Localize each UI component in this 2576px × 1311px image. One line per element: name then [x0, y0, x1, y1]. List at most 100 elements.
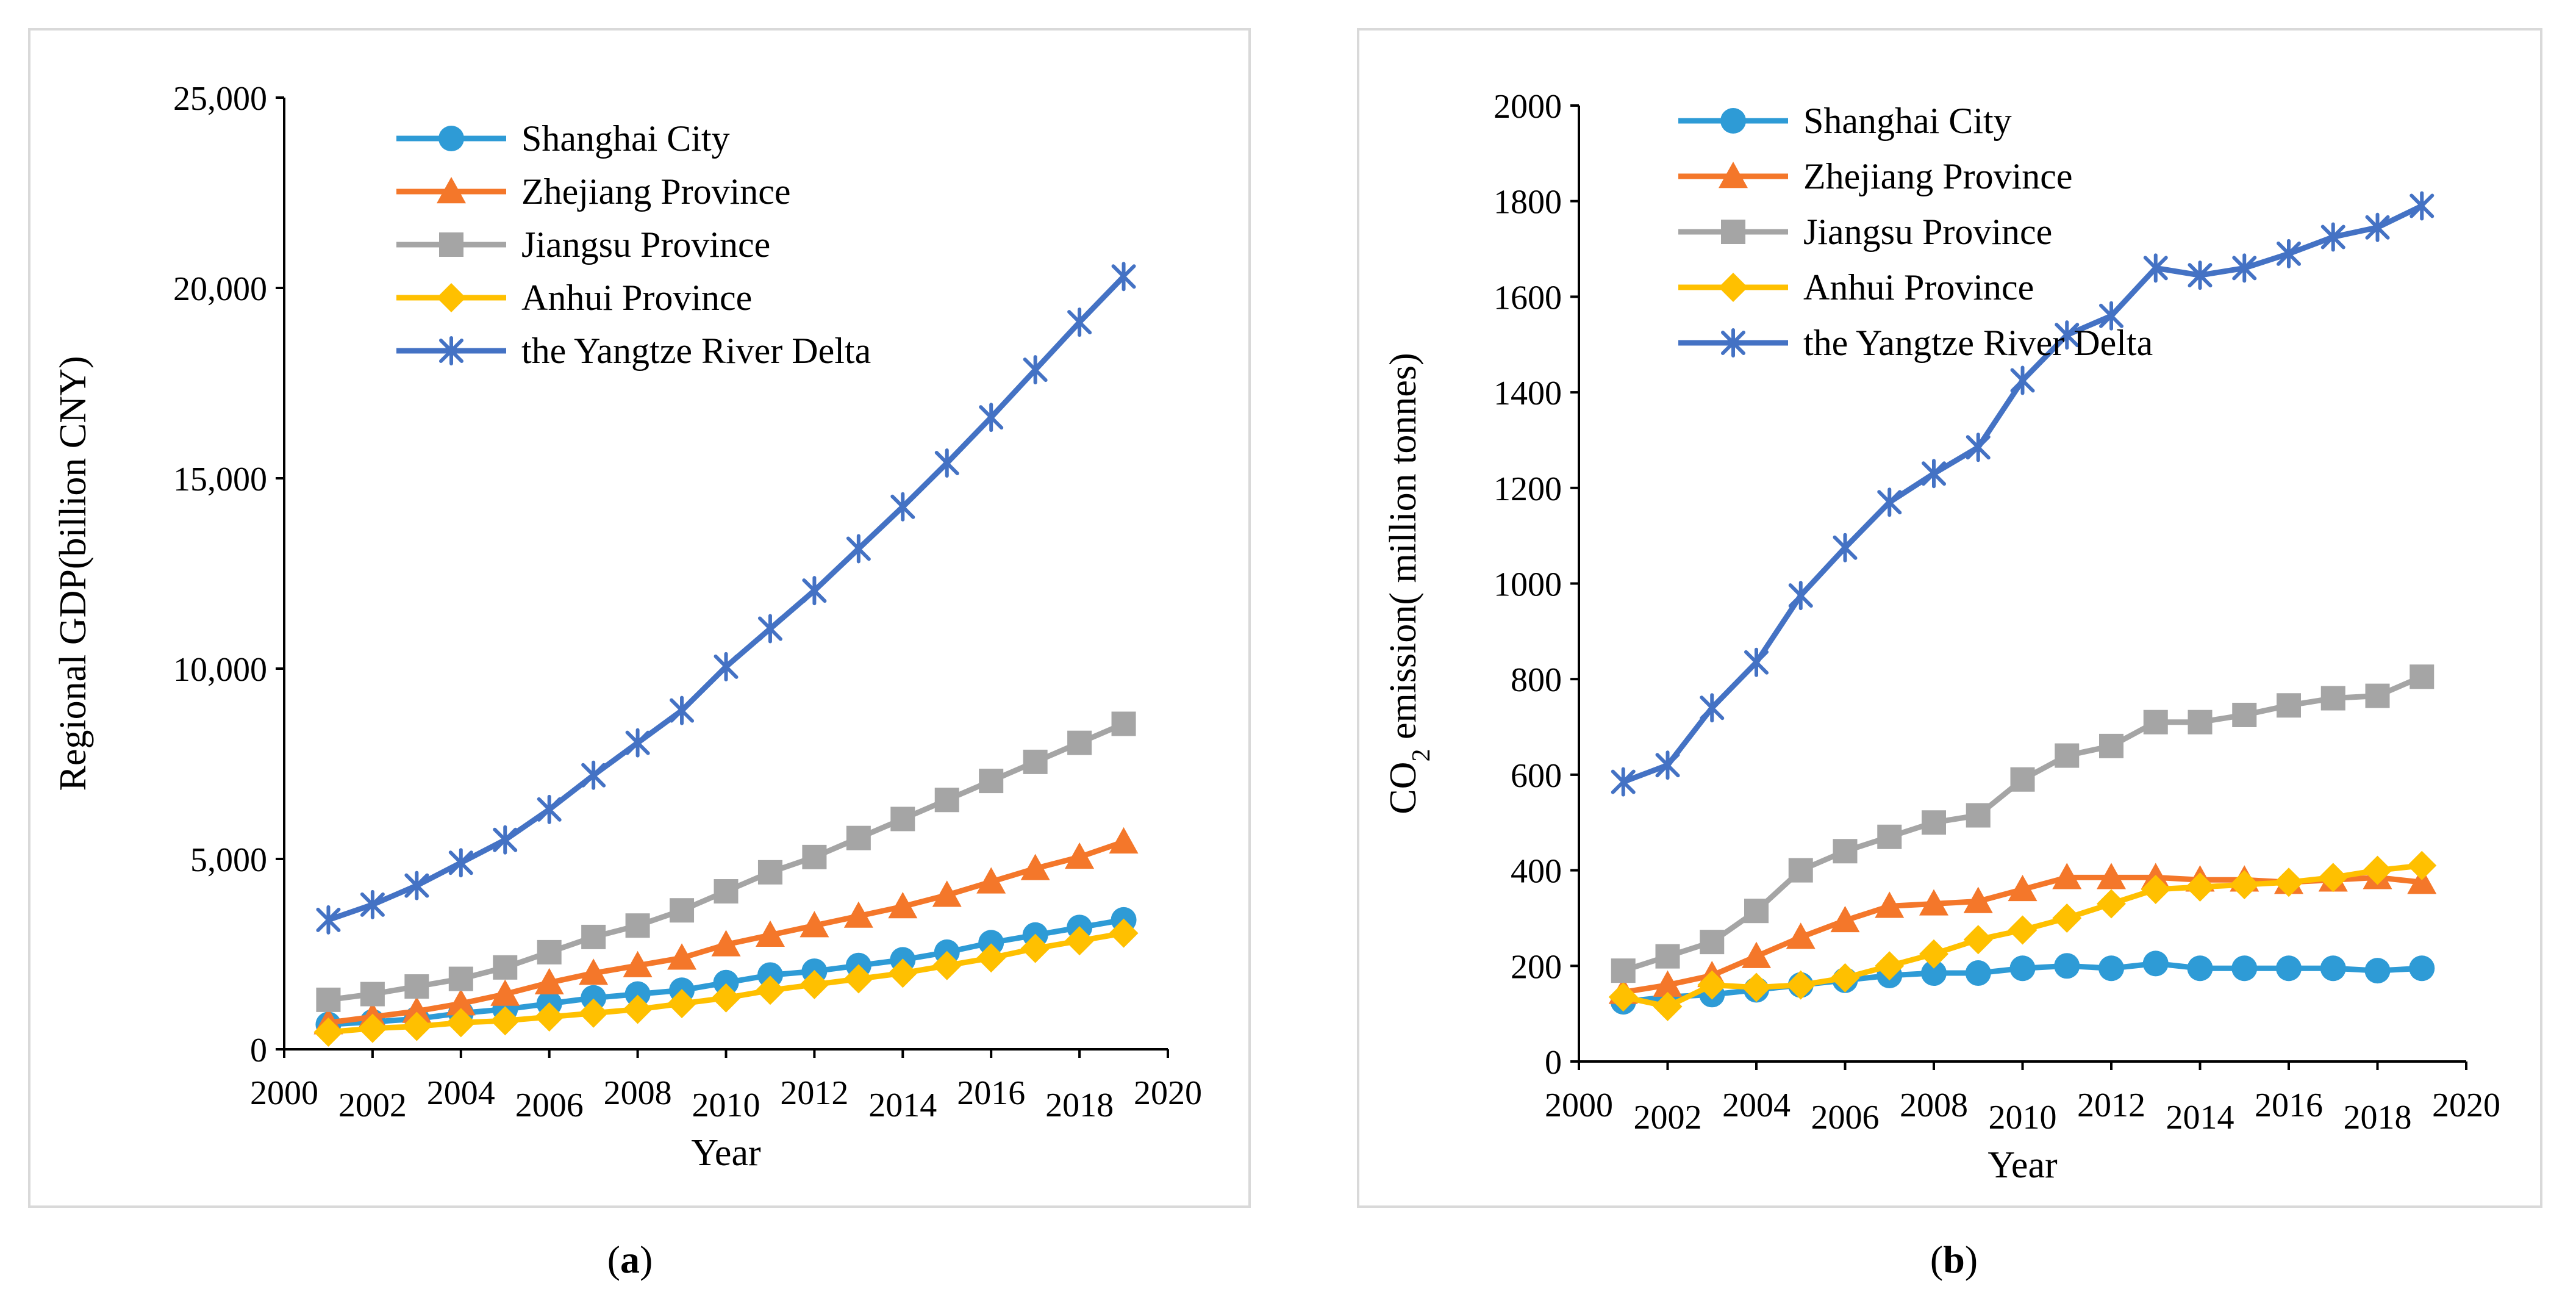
legend-marker	[1720, 108, 1746, 134]
data-point	[976, 867, 1006, 894]
data-point	[2320, 686, 2345, 711]
legend-marker	[438, 126, 464, 151]
x-tick-label: 2018	[2344, 1099, 2412, 1137]
x-tick-label: 2016	[957, 1074, 1025, 1112]
data-point	[1833, 533, 1858, 562]
x-tick-label: 2000	[1545, 1087, 1613, 1124]
legend: Shanghai City Zhejiang Province Jiangsu Pr…	[1678, 101, 2153, 363]
legend-label: Anhui Province	[521, 278, 752, 318]
data-point	[1065, 842, 1095, 869]
data-point	[625, 728, 650, 758]
data-point	[670, 898, 695, 923]
data-point	[1700, 930, 1725, 955]
data-point	[2187, 955, 2213, 982]
data-point	[2097, 863, 2126, 889]
legend-item: Anhui Province	[1678, 267, 2034, 307]
legend-label: the Yangtze River Delta	[1803, 323, 2153, 363]
caption-b: (b)	[1930, 1238, 1978, 1281]
y-tick-label: 800	[1511, 661, 1562, 699]
data-point	[360, 889, 385, 919]
data-point	[932, 880, 962, 907]
data-point	[2364, 958, 2391, 984]
data-point	[711, 930, 741, 957]
legend-label: Jiangsu Province	[521, 224, 770, 265]
legend-item: Zhejiang Province	[396, 171, 791, 212]
data-point	[1786, 922, 1816, 949]
chart-panel-a: 0 5,000 10,000 15,000 20,000 25,000 2000 2002 20…	[28, 28, 1251, 1208]
legend-marker	[1721, 220, 1745, 244]
data-point	[757, 962, 783, 988]
data-point	[934, 448, 959, 478]
data-point	[490, 979, 520, 1006]
gdp-chart: 0 5,000 10,000 15,000 20,000 25,000 2000 2002 20…	[52, 80, 1202, 1174]
data-point	[1833, 839, 1858, 864]
data-point	[1023, 749, 1048, 774]
y-tick-label: 15,000	[173, 461, 267, 498]
y-tick-label: 0	[1545, 1044, 1562, 1082]
data-point	[1963, 886, 1993, 913]
x-tick-label: 2006	[515, 1087, 584, 1124]
data-point	[2099, 301, 2123, 331]
legend-marker	[1719, 273, 1748, 302]
legend-marker	[437, 177, 466, 204]
x-tick-label: 2012	[780, 1074, 848, 1112]
legend-item: Anhui Province	[396, 278, 752, 318]
data-point	[2320, 955, 2346, 982]
x-tick-label: 2010	[1989, 1099, 2057, 1137]
data-point	[2097, 889, 2126, 919]
data-point	[2054, 953, 2080, 979]
data-point	[402, 1011, 432, 1041]
data-point	[1922, 810, 1946, 835]
data-point	[667, 943, 697, 970]
data-point	[1111, 262, 1136, 292]
data-point	[2099, 733, 2123, 758]
data-point	[2185, 872, 2215, 902]
data-point	[2320, 222, 2345, 252]
y-tick-label: 1800	[1494, 184, 1562, 221]
data-point	[934, 788, 959, 813]
data-point	[2277, 693, 2301, 718]
data-point	[1065, 926, 1095, 956]
data-point	[1744, 899, 1769, 924]
y-tick-label: 1400	[1494, 375, 1562, 412]
data-point	[757, 614, 782, 644]
x-tick-label: 2000	[250, 1074, 318, 1112]
legend-item: Shanghai City	[396, 118, 730, 159]
data-point	[802, 576, 827, 606]
data-point	[1966, 433, 1991, 462]
data-point	[1067, 730, 1092, 755]
data-point	[978, 930, 1004, 956]
data-point	[1067, 307, 1092, 337]
data-point	[713, 969, 739, 996]
data-point	[757, 860, 782, 885]
data-point	[404, 974, 429, 999]
data-point	[579, 958, 609, 985]
data-point	[1788, 858, 1813, 883]
data-point	[1742, 972, 1771, 1002]
caption-a: (a)	[607, 1238, 653, 1281]
data-point	[1788, 581, 1813, 611]
y-tick-label: 20,000	[173, 270, 267, 308]
data-point	[2318, 863, 2348, 893]
legend-label: Jiangsu Province	[1803, 212, 2052, 252]
data-point	[2141, 874, 2170, 904]
data-point	[623, 950, 653, 977]
data-point	[1655, 944, 1680, 969]
data-point	[2232, 702, 2257, 727]
data-point	[1653, 991, 1683, 1021]
series-zhejiang-province	[313, 827, 1139, 1035]
data-point	[1786, 970, 1816, 1000]
legend-marker	[437, 283, 466, 312]
x-tick-label: 2004	[1722, 1087, 1791, 1124]
data-point	[448, 966, 473, 991]
data-point	[446, 989, 476, 1016]
data-point	[537, 794, 562, 824]
data-point	[1111, 711, 1136, 736]
data-point	[1109, 918, 1139, 948]
data-point	[1744, 647, 1769, 677]
data-point	[2231, 955, 2258, 982]
legend-marker	[439, 336, 463, 365]
data-point	[2365, 683, 2390, 708]
data-point	[800, 969, 829, 999]
data-point	[1966, 803, 1991, 828]
